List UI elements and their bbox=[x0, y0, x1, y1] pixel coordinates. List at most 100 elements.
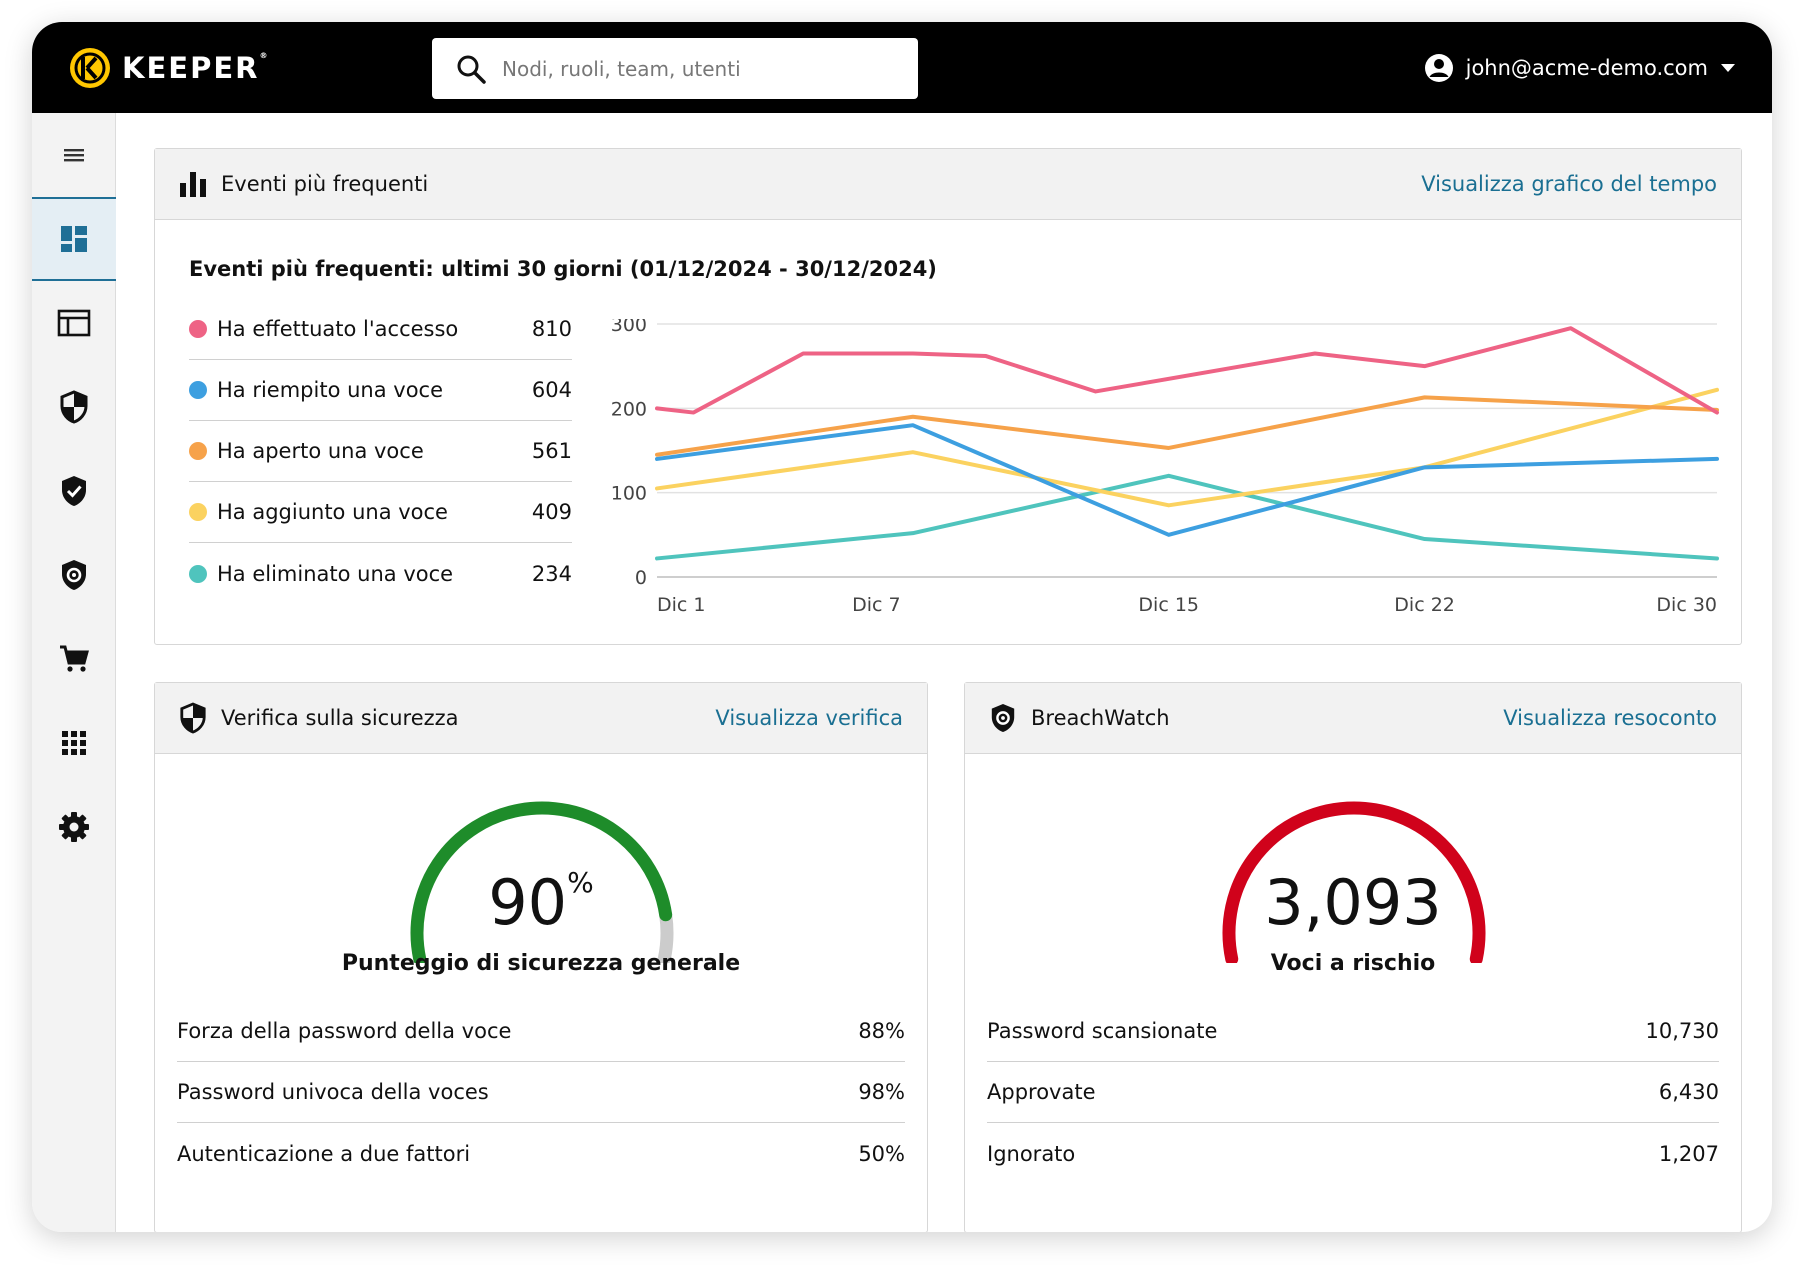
stat-label: Forza della password della voce bbox=[177, 1019, 512, 1043]
stat-value: 10,730 bbox=[1645, 1019, 1719, 1043]
x-tick-label: Dic 22 bbox=[1394, 594, 1455, 616]
stat-value: 50% bbox=[858, 1141, 905, 1166]
legend-color-dot bbox=[189, 381, 207, 399]
stat-label: Ignorato bbox=[987, 1141, 1076, 1166]
search-input[interactable] bbox=[502, 56, 902, 81]
at-risk-count: 3,093 bbox=[1264, 866, 1442, 939]
series-line[interactable] bbox=[655, 387, 1719, 508]
apps-grid-icon bbox=[62, 731, 86, 755]
stat-row: Autenticazione a due fattori 50% bbox=[177, 1123, 905, 1184]
security-card-title: Verifica sulla sicurezza bbox=[221, 706, 459, 730]
series-line[interactable] bbox=[655, 423, 1719, 537]
stat-row: Ignorato 1,207 bbox=[987, 1123, 1719, 1184]
view-time-chart-link[interactable]: Visualizza grafico del tempo bbox=[1421, 172, 1717, 196]
legend-item[interactable]: Ha riempito una voce 604 bbox=[189, 360, 572, 421]
at-risk-caption: Voci a rischio bbox=[1270, 951, 1436, 976]
user-email: john@acme-demo.com bbox=[1465, 56, 1708, 80]
legend-value: 604 bbox=[531, 378, 572, 402]
breachwatch-card-title: BreachWatch bbox=[1031, 706, 1170, 730]
security-score-caption: Punteggio di sicurezza generale bbox=[341, 951, 741, 976]
keeper-logo-icon bbox=[70, 48, 110, 88]
legend-color-dot bbox=[189, 564, 207, 583]
shield-half-icon bbox=[60, 390, 88, 424]
breachwatch-card-header: BreachWatch Visualizza resoconto bbox=[965, 683, 1741, 754]
events-card-header: Eventi più frequenti Visualizza grafico … bbox=[155, 149, 1741, 220]
gear-icon bbox=[59, 812, 89, 842]
series-line[interactable] bbox=[655, 395, 1719, 457]
legend-value: 810 bbox=[531, 317, 572, 341]
security-score: 90% bbox=[488, 866, 594, 939]
shield-check-icon bbox=[62, 476, 86, 506]
stat-label: Password scansionate bbox=[987, 1019, 1218, 1043]
view-audit-link[interactable]: Visualizza verifica bbox=[715, 706, 903, 730]
app-window: KEEPER® john@acme-demo.com bbox=[32, 22, 1772, 1232]
breachwatch-card: BreachWatch Visualizza resoconto 3,093 V… bbox=[964, 682, 1742, 1232]
sidebar bbox=[32, 113, 116, 1232]
legend-item[interactable]: Ha effettuato l'accesso 810 bbox=[189, 299, 572, 360]
sidebar-item-apps[interactable] bbox=[32, 701, 116, 785]
legend-item[interactable]: Ha aperto una voce 561 bbox=[189, 421, 572, 482]
legend-color-dot bbox=[189, 320, 207, 338]
sidebar-item-compliance[interactable] bbox=[32, 449, 116, 533]
stat-row: Password univoca della voces 98% bbox=[177, 1062, 905, 1123]
sidebar-item-security-audit[interactable] bbox=[32, 365, 116, 449]
legend-color-dot bbox=[189, 503, 207, 521]
dashboard-icon bbox=[61, 226, 87, 252]
y-tick-label: 100 bbox=[611, 483, 647, 505]
security-card-header: Verifica sulla sicurezza Visualizza veri… bbox=[155, 683, 927, 754]
events-card: Eventi più frequenti Visualizza grafico … bbox=[154, 148, 1742, 645]
events-card-title: Eventi più frequenti bbox=[221, 172, 429, 196]
x-tick-label: Dic 1 bbox=[657, 594, 705, 616]
stat-label: Autenticazione a due fattori bbox=[177, 1141, 471, 1166]
sidebar-item-breachwatch[interactable] bbox=[32, 533, 116, 617]
menu-toggle-button[interactable] bbox=[32, 113, 116, 197]
legend-value: 561 bbox=[531, 439, 572, 463]
stat-value: 1,207 bbox=[1658, 1141, 1719, 1166]
top-bar: KEEPER® john@acme-demo.com bbox=[32, 22, 1772, 113]
stat-value: 6,430 bbox=[1658, 1080, 1719, 1104]
sidebar-item-settings[interactable] bbox=[32, 785, 116, 869]
stat-label: Password univoca della voces bbox=[177, 1080, 489, 1104]
search-box[interactable] bbox=[432, 38, 918, 99]
menu-icon bbox=[64, 149, 84, 162]
y-tick-label: 0 bbox=[635, 567, 647, 589]
admin-console-icon bbox=[57, 309, 91, 337]
sidebar-item-admin[interactable] bbox=[32, 281, 116, 365]
stat-value: 98% bbox=[858, 1080, 905, 1104]
series-line[interactable] bbox=[655, 473, 1719, 561]
y-tick-label: 300 bbox=[611, 319, 647, 336]
legend-value: 234 bbox=[531, 561, 572, 586]
legend-item[interactable]: Ha eliminato una voce 234 bbox=[189, 543, 572, 604]
keeper-logo[interactable]: KEEPER® bbox=[68, 46, 270, 90]
stat-label: Approvate bbox=[987, 1080, 1096, 1104]
y-tick-label: 200 bbox=[611, 398, 647, 420]
legend-label: Ha aperto una voce bbox=[217, 439, 424, 463]
view-report-link[interactable]: Visualizza resoconto bbox=[1503, 706, 1717, 730]
legend-color-dot bbox=[189, 442, 207, 460]
x-tick-label: Dic 15 bbox=[1138, 594, 1199, 616]
legend-label: Ha eliminato una voce bbox=[217, 561, 454, 586]
cart-icon bbox=[60, 645, 89, 672]
breachwatch-icon bbox=[62, 560, 86, 590]
stat-row: Approvate 6,430 bbox=[987, 1062, 1719, 1123]
sidebar-item-store[interactable] bbox=[32, 617, 116, 701]
brand-name: KEEPER® bbox=[122, 51, 270, 85]
legend-value: 409 bbox=[531, 500, 572, 524]
gauge-fill bbox=[410, 801, 673, 963]
stat-row: Forza della password della voce 88% bbox=[177, 1001, 905, 1062]
chevron-down-icon bbox=[1721, 64, 1735, 72]
bar-chart-icon bbox=[180, 172, 206, 197]
series-line[interactable] bbox=[655, 326, 1719, 415]
user-menu[interactable]: john@acme-demo.com bbox=[1424, 46, 1736, 90]
gauge-fill bbox=[1222, 801, 1486, 963]
search-icon bbox=[457, 55, 486, 84]
sidebar-item-dashboard[interactable] bbox=[32, 197, 116, 281]
legend-label: Ha riempito una voce bbox=[217, 378, 444, 402]
legend-label: Ha effettuato l'accesso bbox=[217, 317, 459, 341]
x-tick-label: Dic 30 bbox=[1656, 594, 1717, 616]
legend-label: Ha aggiunto una voce bbox=[217, 500, 448, 524]
legend-item[interactable]: Ha aggiunto una voce 409 bbox=[189, 482, 572, 543]
breachwatch-gauge bbox=[1222, 801, 1486, 963]
stat-row: Password scansionate 10,730 bbox=[987, 1001, 1719, 1062]
security-audit-card: Verifica sulla sicurezza Visualizza veri… bbox=[154, 682, 928, 1232]
